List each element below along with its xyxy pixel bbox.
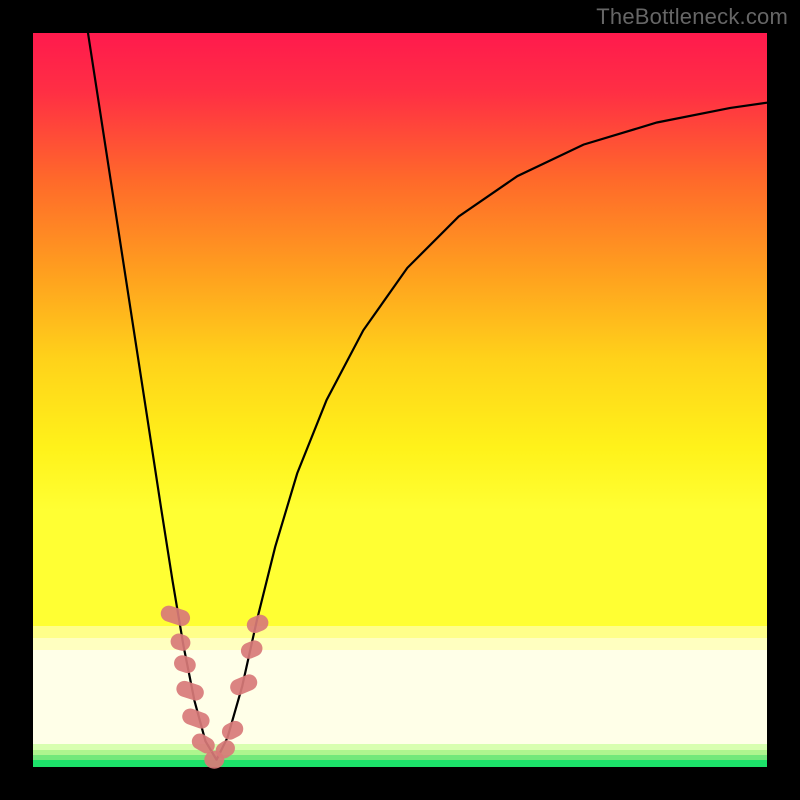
marker-point: [204, 751, 224, 769]
marker-point: [180, 706, 212, 731]
markers: [159, 604, 271, 769]
chart-svg: [0, 0, 800, 800]
curve-left: [88, 33, 217, 760]
marker-point: [219, 718, 246, 742]
watermark-text: TheBottleneck.com: [596, 4, 788, 30]
marker-point: [159, 604, 192, 628]
marker-point: [172, 653, 198, 675]
marker-point: [213, 737, 239, 762]
curve-right: [217, 103, 768, 760]
stage: TheBottleneck.com: [0, 0, 800, 800]
marker-point: [189, 731, 218, 757]
marker-point: [238, 638, 265, 661]
marker-point: [228, 672, 260, 698]
marker-point: [244, 612, 270, 635]
marker-point: [169, 632, 193, 653]
marker-point: [174, 679, 206, 703]
